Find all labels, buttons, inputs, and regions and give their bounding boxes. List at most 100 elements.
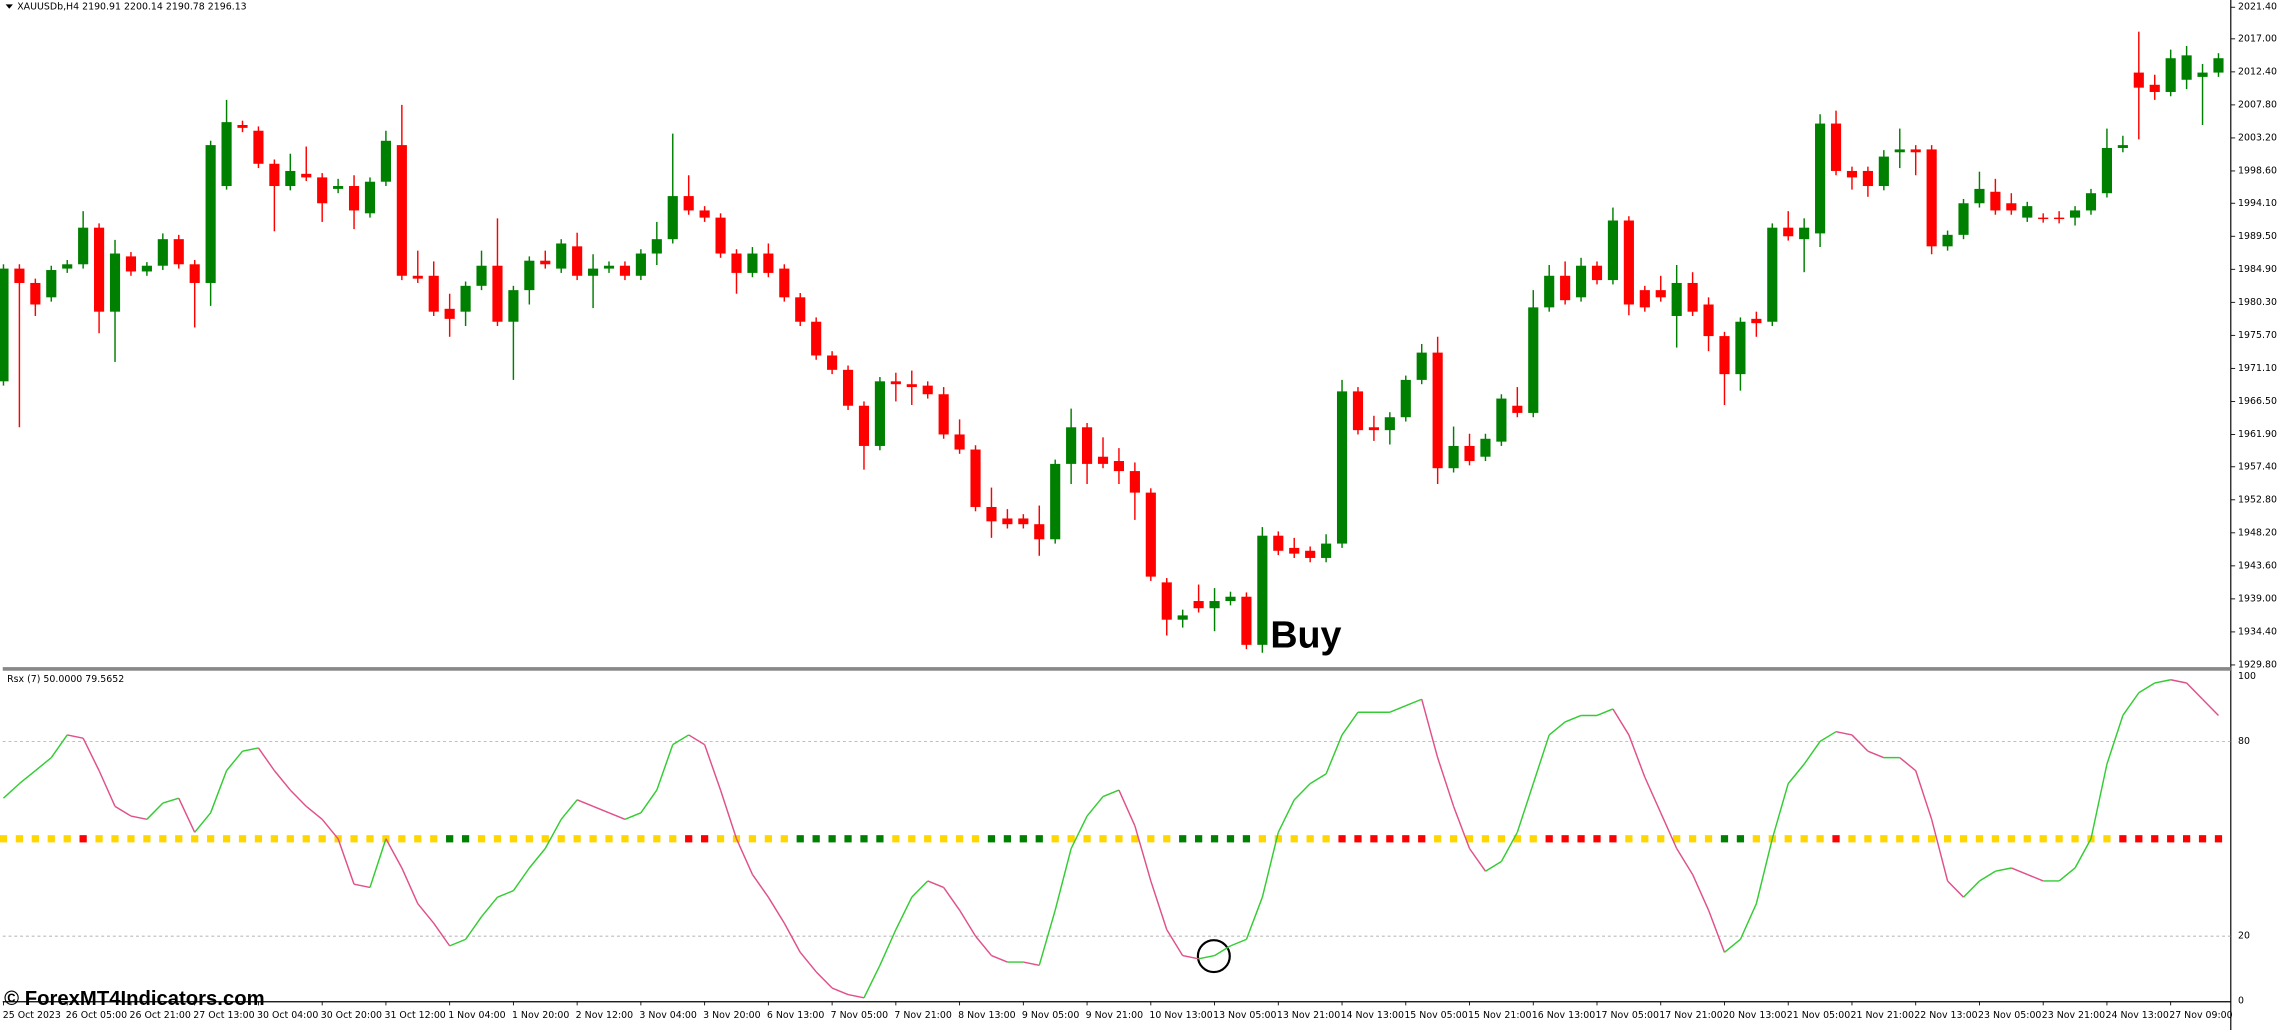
candle-body <box>1129 471 1140 493</box>
candle-body <box>1958 203 1969 235</box>
candle-body <box>460 285 471 312</box>
signal-dot <box>286 835 294 843</box>
rsx-segment <box>1739 903 1758 940</box>
signal-dot <box>2039 835 2047 843</box>
signal-dot <box>1481 835 1490 843</box>
signal-dot <box>191 835 199 843</box>
y-tick-label: 100 <box>2238 671 2256 682</box>
signal-dot <box>940 835 948 843</box>
rsx-segment <box>943 887 961 911</box>
signal-dot <box>525 835 533 843</box>
candle-body <box>173 239 184 265</box>
rsx-segment <box>50 734 68 759</box>
signal-dot <box>1609 835 1617 843</box>
rsx-segment <box>1245 896 1264 940</box>
y-tick-label: 1948.20 <box>2238 527 2277 538</box>
candle-body <box>1496 398 1507 442</box>
y-tick-label: 2012.40 <box>2238 66 2277 77</box>
signal-dot <box>1497 835 1506 843</box>
rsx-segment <box>1867 750 1885 759</box>
rsx-segment <box>242 747 259 752</box>
candle-body <box>874 381 885 446</box>
y-tick-label: 1971.10 <box>2238 363 2277 374</box>
candle-body <box>1257 535 1268 645</box>
rsx-segment <box>1771 783 1789 839</box>
signal-dot <box>876 835 884 843</box>
rsx-segment <box>2138 682 2156 694</box>
candle-body <box>1305 550 1316 558</box>
candle-body <box>667 196 678 240</box>
candle-body <box>1623 220 1634 305</box>
rsx-segment <box>1293 783 1311 801</box>
candle-body <box>508 290 519 322</box>
x-tick-label: 1 Nov 20:00 <box>512 1010 569 1021</box>
candle-body <box>1687 282 1698 312</box>
signal-dot <box>1465 835 1474 843</box>
rsx-segment <box>2154 679 2171 684</box>
candle-body <box>1783 227 1794 237</box>
rsx-segment <box>2186 682 2204 700</box>
rsx-segment <box>2170 679 2187 684</box>
rsx-segment <box>1628 734 1646 778</box>
x-tick-label: 23 Nov 05:00 <box>1978 1010 2041 1021</box>
candle-body <box>1735 321 1746 375</box>
y-tick-label: 1980.30 <box>2238 297 2277 308</box>
signal-dot <box>15 835 24 843</box>
candle-body <box>2085 193 2097 211</box>
candle-body <box>2022 206 2033 218</box>
rsx-segment <box>719 789 738 840</box>
rsx-segment <box>656 744 674 791</box>
candle-body <box>1113 461 1125 472</box>
candle-body <box>811 321 822 356</box>
rsx-segment <box>576 799 594 807</box>
y-tick-label: 1994.10 <box>2238 198 2277 209</box>
signal-dot <box>653 835 661 843</box>
x-tick-label: 27 Oct 13:00 <box>193 1010 254 1021</box>
candle-body <box>603 265 615 269</box>
candle-body <box>922 385 933 395</box>
rsx-segment <box>417 903 435 924</box>
rsx-segment <box>1118 789 1136 827</box>
rsx-segment <box>863 965 881 999</box>
rsx-segment <box>2074 838 2092 869</box>
signal-dot <box>1083 835 1091 843</box>
rsx-segment <box>353 883 371 889</box>
candle-body <box>189 264 200 283</box>
signal-dot <box>716 835 725 843</box>
x-tick-label: 22 Nov 13:00 <box>1914 1010 1977 1021</box>
signal-dot <box>1274 835 1282 843</box>
signal-dot <box>1593 835 1601 843</box>
signal-dot <box>605 835 613 843</box>
signal-dot <box>844 835 852 843</box>
y-tick-label: 1952.80 <box>2238 494 2277 505</box>
candle-body <box>221 122 232 187</box>
candle-body <box>1830 123 1842 171</box>
x-tick-label: 2 Nov 12:00 <box>576 1010 633 1021</box>
rsx-segment <box>751 874 769 898</box>
rsx-segment <box>1421 699 1439 758</box>
signal-dot <box>1577 835 1585 843</box>
signal-dot <box>1242 835 1251 843</box>
signal-dot <box>1848 835 1856 843</box>
signal-dot <box>1179 835 1187 843</box>
candle-body <box>2181 55 2192 80</box>
rsx-segment <box>1803 741 1821 765</box>
y-tick-label: 1934.40 <box>2238 626 2277 637</box>
candle-body <box>1560 275 1571 301</box>
signal-dot <box>95 835 103 843</box>
rsx-segment <box>1612 708 1630 736</box>
rsx-segment <box>958 909 977 937</box>
candle-body <box>747 253 758 273</box>
candle-body <box>333 186 344 189</box>
candle-body <box>890 381 901 385</box>
candle-body <box>779 268 790 298</box>
candle-body <box>1846 170 1858 178</box>
signal-dot <box>238 835 247 843</box>
signal-dot <box>1194 835 1203 843</box>
signal-dot <box>2167 835 2175 843</box>
signal-dot <box>1529 835 1537 843</box>
y-tick-label: 2003.20 <box>2238 132 2277 143</box>
candle-body <box>1097 456 1109 464</box>
candle-body <box>1767 227 1778 322</box>
rsx-segment <box>1150 880 1168 930</box>
